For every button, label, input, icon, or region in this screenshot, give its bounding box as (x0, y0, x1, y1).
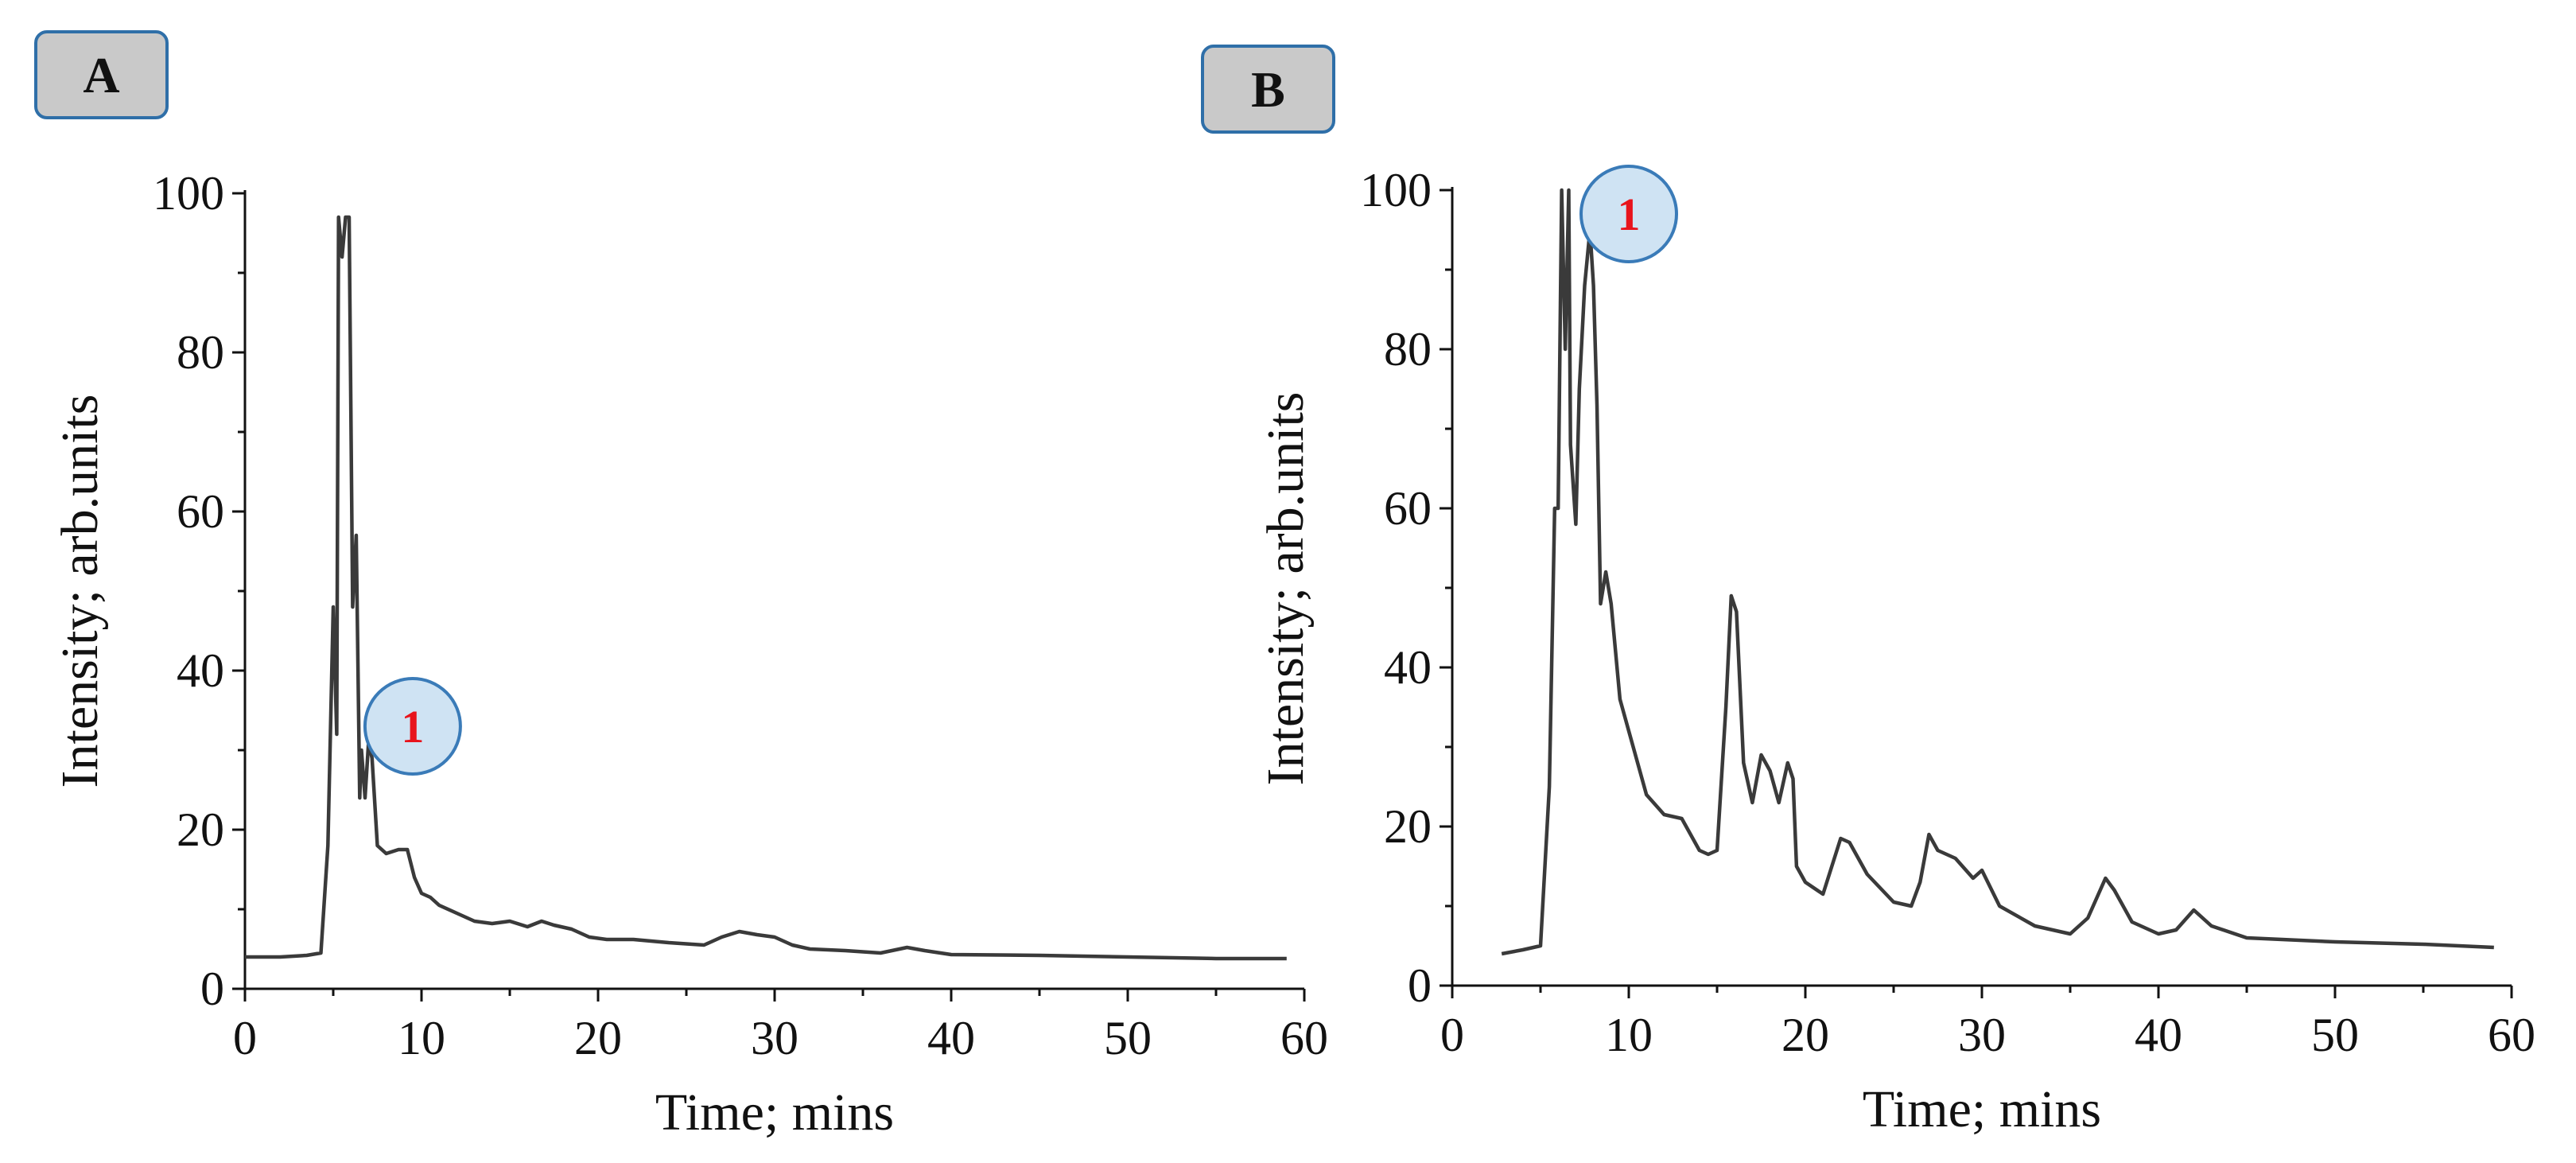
y-tick-label: 100 (153, 167, 224, 220)
x-tick-label: 40 (2135, 1009, 2182, 1061)
y-axis-title: Intensity; arb.units (51, 395, 109, 788)
x-tick-label: 60 (1280, 1012, 1328, 1064)
chromatogram-trace (245, 215, 1287, 961)
x-tick-label: 30 (1958, 1009, 2006, 1061)
x-tick-label: 30 (751, 1012, 798, 1064)
x-axis-title: Time; mins (1863, 1080, 2101, 1138)
y-tick-label: 20 (1384, 800, 1432, 853)
x-tick-label: 50 (2311, 1009, 2359, 1061)
x-tick-label: 10 (398, 1012, 445, 1064)
peak-marker-circle (1579, 165, 1678, 263)
panel-a: A 0 20 40 60 80 100 0 10 20 30 40 50 60 Intensity; arb… (34, 30, 1328, 1142)
x-tick-label: 0 (233, 1012, 257, 1064)
panel-badge-box (34, 30, 169, 119)
y-tick-label: 40 (177, 644, 224, 697)
y-axis-title: Intensity; arb.units (1257, 392, 1315, 786)
y-tick-label: 100 (1360, 164, 1432, 216)
x-tick-label: 10 (1605, 1009, 1653, 1061)
x-tick-label: 0 (1440, 1009, 1464, 1061)
x-tick-label: 20 (574, 1012, 622, 1064)
y-tick-label: 80 (177, 326, 224, 379)
y-tick-label: 40 (1384, 641, 1432, 694)
peak-marker-label: 1 (401, 701, 424, 753)
y-tick-label: 60 (1384, 482, 1432, 535)
peak-marker-circle (363, 677, 462, 776)
chromatogram-trace (1501, 188, 2494, 956)
x-tick-label: 40 (927, 1012, 975, 1064)
panel-b: B 0 20 40 60 80 100 0 10 20 30 40 50 60 Intensity; arb… (1201, 45, 2535, 1138)
x-tick-label: 20 (1781, 1009, 1829, 1061)
y-tick-label: 0 (1408, 959, 1432, 1012)
x-tick-label: 50 (1104, 1012, 1152, 1064)
panel-badge-box (1201, 45, 1335, 134)
panel-label: A (83, 47, 119, 103)
x-axis-title: Time; mins (655, 1083, 894, 1142)
y-tick-label: 80 (1384, 323, 1432, 375)
y-tick-label: 60 (177, 485, 224, 538)
y-tick-label: 0 (200, 963, 224, 1015)
y-tick-label: 20 (177, 803, 224, 856)
peak-marker-label: 1 (1618, 189, 1641, 240)
panel-label: B (1251, 61, 1285, 118)
x-tick-label: 60 (2488, 1009, 2535, 1061)
